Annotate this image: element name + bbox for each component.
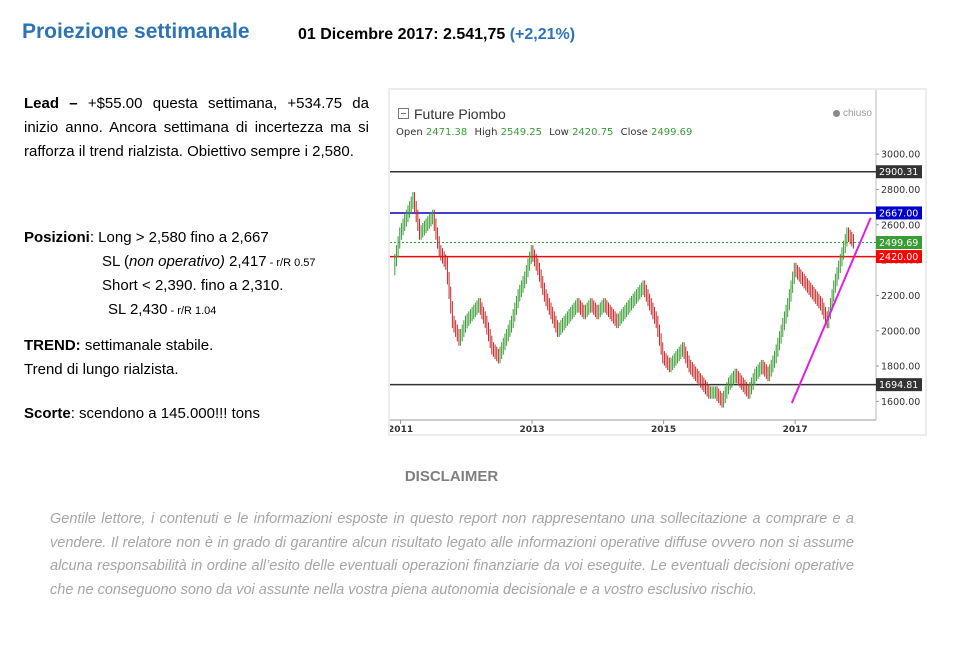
level-badge (876, 165, 922, 179)
stop-loss-2: SL 2,430 - r/R 1.04 (108, 301, 217, 318)
level-label: 2900.31 (879, 167, 918, 178)
level-label: 1694.81 (879, 380, 918, 391)
ohlc-readout: Open 2471.38 High 2549.25 Low 2420.75 Cl… (396, 127, 693, 138)
trend-label: TREND: (24, 337, 81, 354)
x-tick-label: 2011 (390, 425, 413, 434)
y-tick-label: 2200.00 (881, 291, 920, 302)
status-dot-icon (833, 109, 840, 117)
trend-line (790, 217, 872, 404)
x-tick-label: 2015 (651, 425, 676, 434)
page-title: Proiezione settimanale (22, 20, 250, 43)
stocks-block: Scorte: scendono a 145.000!!! tons (24, 402, 260, 426)
collapse-icon[interactable] (398, 108, 409, 119)
y-tick-label: 2600.00 (881, 220, 920, 231)
level-badge (876, 250, 922, 264)
lead-paragraph: Lead – +$55.00 questa settimana, +534.75… (24, 92, 369, 164)
y-tick-label: 2000.00 (881, 326, 920, 337)
price-chart: Future Piombo chiuso Open 2471.38 High 2… (388, 88, 927, 436)
positions-block: Posizioni: Long > 2,580 fino a 2,667 SL … (24, 226, 369, 322)
ohlc-high: 2549.25 (500, 127, 542, 138)
ohlc-close: 2499.69 (651, 127, 693, 138)
lead-text: +$55.00 questa settimana, +534.75 da ini… (24, 95, 369, 160)
y-tick-label: 1600.00 (881, 397, 920, 408)
short-position: Short < 2,390. fino a 2,310. (102, 277, 284, 294)
y-tick-label: 3000.00 (881, 150, 920, 161)
stocks-label: Scorte (24, 405, 71, 422)
y-tick-label: 2800.00 (881, 185, 920, 196)
x-tick-label: 2017 (783, 425, 808, 434)
date-price-heading: 01 Dicembre 2017: 2.541,75 (+2,21%) (298, 26, 575, 44)
price-change: (+2,21%) (509, 26, 576, 43)
positions-label: Posizioni (24, 229, 90, 246)
x-tick-label: 2013 (520, 425, 545, 434)
ohlc-low: 2420.75 (572, 127, 614, 138)
level-badge (876, 378, 922, 392)
analysis-text: Lead – +$55.00 questa settimana, +534.75… (24, 92, 369, 422)
lead-label: Lead – (24, 95, 78, 112)
stocks-text: : scendono a 145.000!!! tons (70, 405, 260, 422)
level-label: 2499.69 (879, 238, 918, 249)
date-price: 01 Dicembre 2017: 2.541,75 (298, 26, 506, 43)
stop-loss-1: SL (non operativo) 2,417 - r/R 0.57 (102, 253, 316, 270)
chart-title: Future Piombo (414, 106, 506, 122)
y-tick-label: 1800.00 (881, 362, 920, 373)
level-badge (876, 235, 922, 249)
level-badge (876, 206, 922, 220)
level-label: 2667.00 (879, 208, 918, 219)
chart-panel: Future Piombo chiuso Open 2471.38 High 2… (390, 90, 925, 434)
trend-weekly: settimanale stabile. (80, 337, 214, 354)
disclaimer-text: Gentile lettore, i contenuti e le inform… (50, 511, 854, 598)
long-position: : Long > 2,580 fino a 2,667 (89, 229, 269, 246)
chart-plot: 3000.002800.002600.002400.002200.002000.… (390, 90, 922, 434)
trend-long: Trend di lungo rialzista. (24, 361, 179, 378)
level-label: 2420.00 (879, 252, 918, 263)
market-status: chiuso (833, 108, 872, 119)
ohlc-open: 2471.38 (425, 127, 468, 138)
trend-block: TREND: settimanale stabile. Trend di lun… (24, 334, 213, 382)
disclaimer-title: DISCLAIMER (404, 468, 499, 485)
